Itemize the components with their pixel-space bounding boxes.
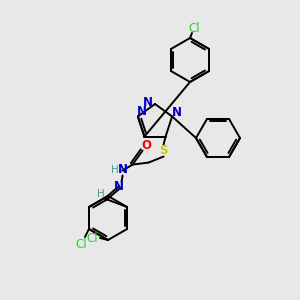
Text: N: N bbox=[118, 163, 128, 176]
Text: N: N bbox=[114, 180, 124, 193]
Text: N: N bbox=[172, 106, 182, 119]
Text: H: H bbox=[97, 189, 104, 199]
Text: N: N bbox=[143, 97, 153, 110]
Text: Cl: Cl bbox=[188, 22, 200, 34]
Text: H: H bbox=[111, 165, 119, 175]
Text: S: S bbox=[159, 144, 168, 157]
Text: Cl: Cl bbox=[86, 232, 98, 244]
Text: N: N bbox=[137, 105, 147, 118]
Text: O: O bbox=[142, 139, 152, 152]
Text: Cl: Cl bbox=[75, 238, 87, 250]
